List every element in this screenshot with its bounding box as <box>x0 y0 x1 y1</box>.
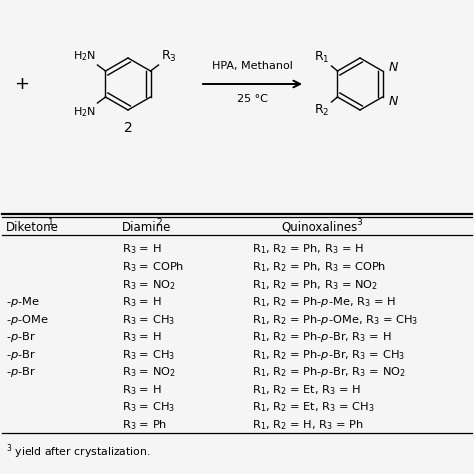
Text: 25 °C: 25 °C <box>237 94 268 104</box>
Text: R$_1$, R$_2$ = Ph, R$_3$ = NO$_2$: R$_1$, R$_2$ = Ph, R$_3$ = NO$_2$ <box>252 278 378 292</box>
Text: R$_3$: R$_3$ <box>161 49 176 64</box>
Text: R$_1$, R$_2$ = Ph-$p$-Br, R$_3$ = CH$_3$: R$_1$, R$_2$ = Ph-$p$-Br, R$_3$ = CH$_3$ <box>252 347 405 362</box>
Text: -$p$-Me: -$p$-Me <box>6 295 40 309</box>
Text: R$_1$, R$_2$ = Ph-$p$-Br, R$_3$ = H: R$_1$, R$_2$ = Ph-$p$-Br, R$_3$ = H <box>252 330 392 344</box>
Text: H$_2$N: H$_2$N <box>73 49 95 63</box>
Text: -$p$-OMe: -$p$-OMe <box>6 312 49 327</box>
Text: R$_3$ = Ph: R$_3$ = Ph <box>122 418 167 431</box>
Text: -$p$-Br: -$p$-Br <box>6 365 36 379</box>
Text: -$p$-Br: -$p$-Br <box>6 330 36 344</box>
Text: 3: 3 <box>356 218 362 227</box>
Text: R$_1$, R$_2$ = H, R$_3$ = Ph: R$_1$, R$_2$ = H, R$_3$ = Ph <box>252 418 364 431</box>
Text: N: N <box>389 61 398 73</box>
Text: R$_3$ = NO$_2$: R$_3$ = NO$_2$ <box>122 365 176 379</box>
Text: Diketone: Diketone <box>6 220 59 234</box>
Text: R$_1$, R$_2$ = Ph, R$_3$ = COPh: R$_1$, R$_2$ = Ph, R$_3$ = COPh <box>252 260 386 274</box>
Text: -$p$-Br: -$p$-Br <box>6 347 36 362</box>
Text: R$_1$, R$_2$ = Ph-$p$-Br, R$_3$ = NO$_2$: R$_1$, R$_2$ = Ph-$p$-Br, R$_3$ = NO$_2$ <box>252 365 406 379</box>
Text: R$_1$, R$_2$ = Et, R$_3$ = H: R$_1$, R$_2$ = Et, R$_3$ = H <box>252 383 361 396</box>
Text: N: N <box>389 94 398 108</box>
Text: 2: 2 <box>124 121 132 135</box>
Text: H$_2$N: H$_2$N <box>73 105 95 119</box>
Text: 2: 2 <box>156 218 162 227</box>
Text: R$_3$ = H: R$_3$ = H <box>122 295 162 309</box>
Text: Diamine: Diamine <box>122 220 172 234</box>
Text: R$_1$, R$_2$ = Ph-$p$-OMe, R$_3$ = CH$_3$: R$_1$, R$_2$ = Ph-$p$-OMe, R$_3$ = CH$_3… <box>252 312 419 327</box>
Text: Quinoxalines: Quinoxalines <box>282 220 358 234</box>
Text: +: + <box>15 75 29 93</box>
Text: R$_3$ = COPh: R$_3$ = COPh <box>122 260 184 274</box>
Text: R$_3$ = H: R$_3$ = H <box>122 383 162 396</box>
Text: R$_2$: R$_2$ <box>314 103 329 118</box>
Text: R$_3$ = NO$_2$: R$_3$ = NO$_2$ <box>122 278 176 292</box>
Text: 1: 1 <box>48 218 54 227</box>
Text: R$_3$ = CH$_3$: R$_3$ = CH$_3$ <box>122 400 175 414</box>
Text: R$_3$ = CH$_3$: R$_3$ = CH$_3$ <box>122 313 175 327</box>
Text: R$_3$ = H: R$_3$ = H <box>122 243 162 256</box>
Text: R$_3$ = H: R$_3$ = H <box>122 330 162 344</box>
Text: R$_1$, R$_2$ = Ph-$p$-Me, R$_3$ = H: R$_1$, R$_2$ = Ph-$p$-Me, R$_3$ = H <box>252 295 396 309</box>
Text: R$_1$, R$_2$ = Et, R$_3$ = CH$_3$: R$_1$, R$_2$ = Et, R$_3$ = CH$_3$ <box>252 400 375 414</box>
Text: $^3$ yield after crystalization.: $^3$ yield after crystalization. <box>6 442 151 461</box>
Text: HPA, Methanol: HPA, Methanol <box>212 61 293 71</box>
Text: R$_3$ = CH$_3$: R$_3$ = CH$_3$ <box>122 348 175 362</box>
Text: R$_1$: R$_1$ <box>314 50 329 65</box>
Text: R$_1$, R$_2$ = Ph, R$_3$ = H: R$_1$, R$_2$ = Ph, R$_3$ = H <box>252 243 364 256</box>
